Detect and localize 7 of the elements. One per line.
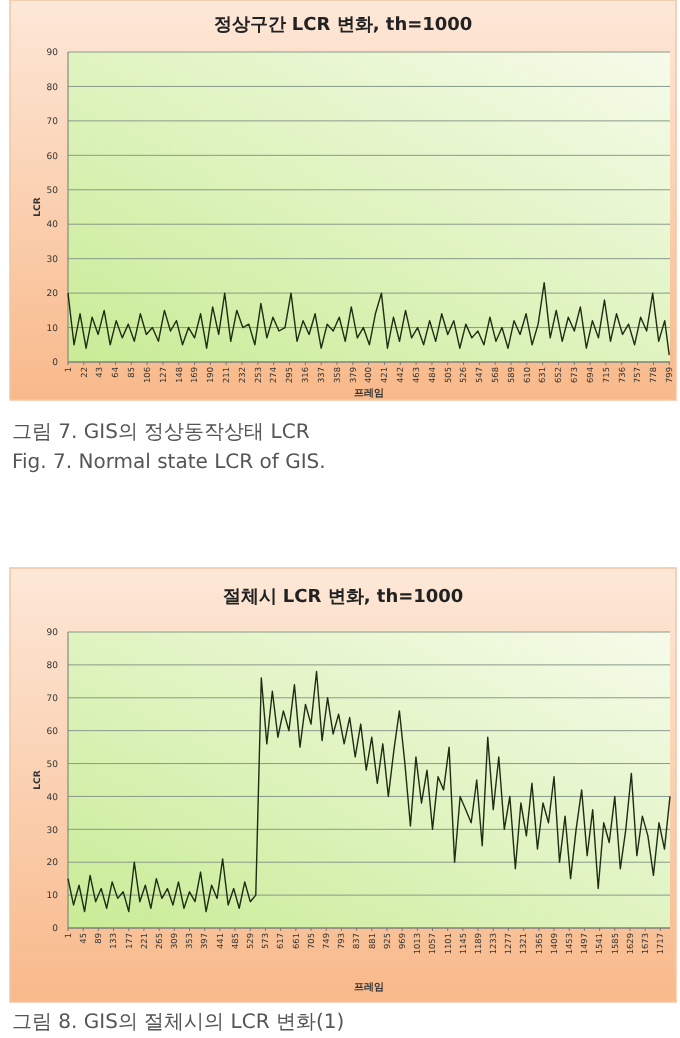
- chart-title: 정상구간 LCR 변화, th=1000: [213, 16, 473, 36]
- caption: 그림 8. GIS의 절체시의 LCR 변화(1): [12, 1012, 345, 1034]
- chart-title: 절체시 LCR 변화, th=1000: [222, 588, 464, 608]
- caption: Fig. 7. Normal state LCR of GIS.: [12, 452, 326, 474]
- caption: 그림 7. GIS의 정상동작상태 LCR: [12, 422, 310, 444]
- line-series: [67, 282, 670, 356]
- line-series: [67, 670, 671, 913]
